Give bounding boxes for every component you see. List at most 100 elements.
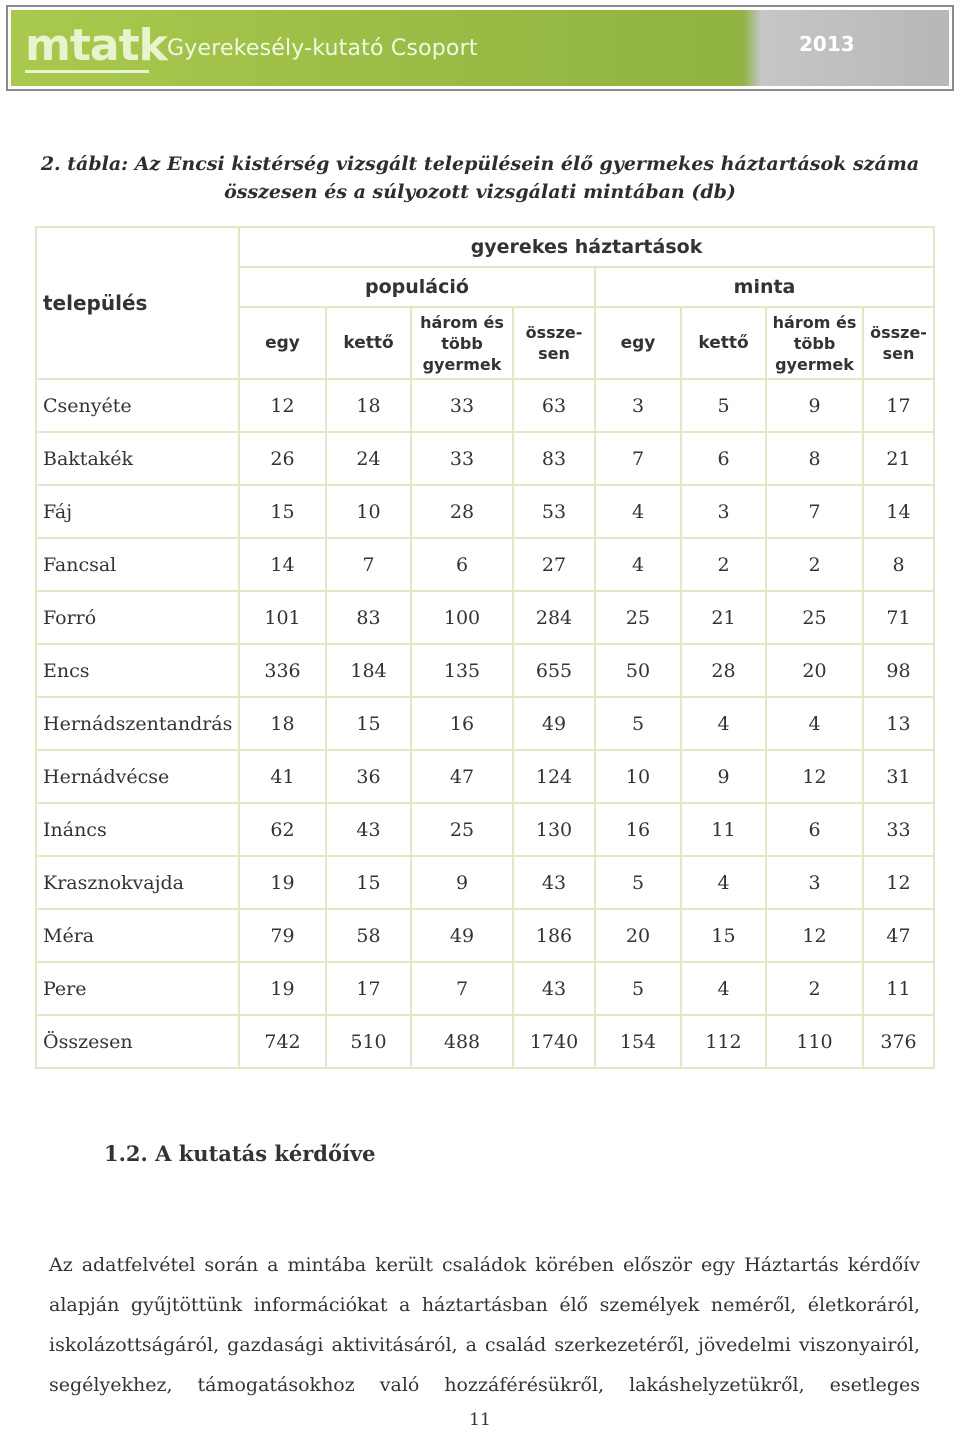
table-row: Krasznokvajda 19 15 9 43 5 4 3 12 <box>35 855 936 910</box>
row-value-cell: 25 <box>765 590 864 645</box>
row-value-cell: 9 <box>765 378 864 433</box>
row-value-cell: 25 <box>594 590 682 645</box>
header-pop-harom-l1: három és <box>420 312 504 332</box>
logo-underline <box>25 70 149 73</box>
row-value-cell: 33 <box>861 802 936 857</box>
row-value-cell: 154 <box>594 1014 682 1069</box>
row-value-cell: 7 <box>594 431 682 486</box>
row-value-cell: 12 <box>765 749 864 804</box>
table-row: Forró 101 83 100 284 25 21 25 71 <box>35 590 936 645</box>
paragraph-line-1: Az adatfelvétel során a mintába került c… <box>49 1254 920 1276</box>
row-value-cell: 36 <box>325 749 412 804</box>
row-value-cell: 21 <box>680 590 767 645</box>
row-value-cell: 58 <box>325 908 412 963</box>
caption-line-2: összesen és a súlyozott vizsgálati mintá… <box>224 181 736 203</box>
row-value-cell: 14 <box>861 484 936 539</box>
row-value-cell: 71 <box>861 590 936 645</box>
row-value-cell: 3 <box>680 484 767 539</box>
row-value-cell: 41 <box>238 749 327 804</box>
row-value-cell: 16 <box>594 802 682 857</box>
row-value-cell: 12 <box>765 908 864 963</box>
row-value-cell: 19 <box>238 961 327 1016</box>
header-pop-ketto: kettő <box>325 306 412 380</box>
header-pop-harom: három és több gyermek <box>410 306 514 380</box>
row-value-cell: 7 <box>765 484 864 539</box>
row-telepules-name: Méra <box>35 908 240 963</box>
row-value-cell: 11 <box>861 961 936 1016</box>
row-value-cell: 33 <box>410 431 514 486</box>
row-value-cell: 25 <box>410 802 514 857</box>
row-value-cell: 53 <box>512 484 596 539</box>
header-minta-ossz-l2: sen <box>882 344 915 363</box>
body-paragraph: Az adatfelvétel során a mintába került c… <box>49 1245 920 1405</box>
header-minta: minta <box>593 266 936 308</box>
row-value-cell: 50 <box>594 643 682 698</box>
row-value-cell: 8 <box>765 431 864 486</box>
row-value-cell: 11 <box>680 802 767 857</box>
table-row: Hernádvécse 41 36 47 124 10 9 12 31 <box>35 749 936 804</box>
row-value-cell: 14 <box>238 537 327 592</box>
row-value-cell: 33 <box>410 378 514 433</box>
section-title: 1.2. A kutatás kérdőíve <box>104 1141 376 1166</box>
row-value-cell: 24 <box>325 431 412 486</box>
row-telepules-name: Baktakék <box>35 431 240 486</box>
row-value-cell: 49 <box>512 696 596 751</box>
row-value-cell: 10 <box>594 749 682 804</box>
table-row: Ináncs 62 43 25 130 16 11 6 33 <box>35 802 936 857</box>
row-telepules-name: Összesen <box>35 1014 240 1069</box>
header-minta-osszesen: össze- sen <box>861 306 936 380</box>
paragraph-line-4: segélyekhez, támogatásokhoz való hozzáfé… <box>49 1374 920 1396</box>
row-value-cell: 284 <box>512 590 596 645</box>
header-minta-ossz-l1: össze- <box>870 323 927 342</box>
header-gyerekes-haztartasok: gyerekes háztartások <box>237 226 936 268</box>
row-value-cell: 184 <box>325 643 412 698</box>
row-value-cell: 336 <box>238 643 327 698</box>
row-value-cell: 83 <box>325 590 412 645</box>
row-value-cell: 4 <box>594 537 682 592</box>
header-populacio: populáció <box>238 266 596 308</box>
page-number: 11 <box>469 1410 491 1430</box>
row-value-cell: 186 <box>512 908 596 963</box>
row-value-cell: 12 <box>861 855 936 910</box>
banner-subtitle: Gyerekesély-kutató Csoport <box>167 36 478 61</box>
row-value-cell: 43 <box>512 855 596 910</box>
row-value-cell: 26 <box>238 431 327 486</box>
table-row: Fáj 15 10 28 53 4 3 7 14 <box>35 484 936 539</box>
banner-year: 2013 <box>799 32 855 56</box>
row-value-cell: 3 <box>765 855 864 910</box>
row-telepules-name: Krasznokvajda <box>35 855 240 910</box>
row-value-cell: 3 <box>594 378 682 433</box>
header-minta-harom: három és több gyermek <box>765 306 864 380</box>
header-minta-egy: egy <box>594 306 682 380</box>
caption-line-1: 2. tábla: Az Encsi kistérség vizsgált te… <box>40 153 920 175</box>
row-telepules-name: Encs <box>35 643 240 698</box>
row-value-cell: 18 <box>238 696 327 751</box>
header-banner: mtatk Gyerekesély-kutató Csoport 2013 <box>6 5 954 91</box>
row-value-cell: 130 <box>512 802 596 857</box>
row-value-cell: 8 <box>861 537 936 592</box>
header-minta-ketto: kettő <box>680 306 767 380</box>
row-value-cell: 5 <box>680 378 767 433</box>
table-row: Összesen 742 510 488 1740 154 112 110 376 <box>35 1014 936 1069</box>
row-value-cell: 63 <box>512 378 596 433</box>
row-value-cell: 62 <box>238 802 327 857</box>
table-row: Pere 19 17 7 43 5 4 2 11 <box>35 961 936 1016</box>
row-value-cell: 20 <box>765 643 864 698</box>
row-telepules-name: Pere <box>35 961 240 1016</box>
row-telepules-name: Fancsal <box>35 537 240 592</box>
row-value-cell: 79 <box>238 908 327 963</box>
row-value-cell: 43 <box>512 961 596 1016</box>
row-value-cell: 376 <box>861 1014 936 1069</box>
paragraph-line-3: iskolázottságáról, gazdasági aktivitásár… <box>49 1334 920 1356</box>
households-table: település gyerekes háztartások populáció… <box>35 226 936 1069</box>
row-value-cell: 21 <box>861 431 936 486</box>
table-row: Hernádszentandrás 18 15 16 49 5 4 4 13 <box>35 696 936 751</box>
mtatk-logo: mtatk <box>25 20 168 71</box>
row-value-cell: 20 <box>594 908 682 963</box>
header-minta-harom-l2: több <box>793 333 836 353</box>
row-value-cell: 112 <box>680 1014 767 1069</box>
row-value-cell: 488 <box>410 1014 514 1069</box>
row-value-cell: 15 <box>325 855 412 910</box>
row-value-cell: 12 <box>238 378 327 433</box>
row-value-cell: 10 <box>325 484 412 539</box>
